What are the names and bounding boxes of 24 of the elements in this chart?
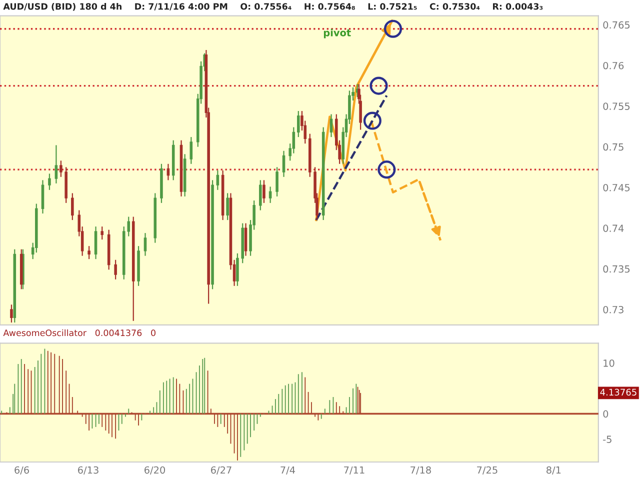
x-tick-label: 7/4	[280, 466, 295, 474]
y-tick-label: 0.735	[603, 265, 630, 273]
x-tick-label: 6/20	[144, 466, 166, 474]
y-tick-label: 0.75	[603, 143, 624, 151]
x-tick-label: 7/25	[477, 466, 498, 474]
y-tick-label: 10	[604, 359, 614, 367]
y-tick-label: 0	[603, 410, 608, 418]
x-tick-label: 7/11	[344, 466, 364, 474]
y-tick-label: 0.74	[603, 224, 624, 232]
y-tick-label: 0.76	[603, 62, 624, 70]
x-tick-label: 6/13	[78, 466, 98, 474]
x-tick-label: 6/27	[210, 466, 232, 474]
ref-line-label: pivot	[324, 28, 351, 38]
y-tick-label: -5	[603, 436, 612, 443]
x-tick-label: 8/1	[546, 466, 561, 474]
x-tick-label: 6/6	[14, 466, 29, 474]
y-tick-label: 0.73	[603, 306, 624, 314]
y-tick-label: 0.765	[603, 21, 630, 29]
x-tick-label: 7/18	[410, 466, 431, 474]
chart-title: AUD/USD (BID) 180 d 4h D: 7/11/16 4:00 PM O: 0.7556₄ H: 0.7564₈ L: 0.7521₅ C: 0.7530₄ R: 0.0043₃	[3, 2, 543, 11]
y-tick-label: 0.745	[603, 184, 630, 192]
text: 4.13765	[600, 388, 636, 396]
chart-title: AwesomeOscillator 0.0041376 0	[3, 329, 156, 336]
y-tick-label: 0.755	[603, 102, 630, 110]
